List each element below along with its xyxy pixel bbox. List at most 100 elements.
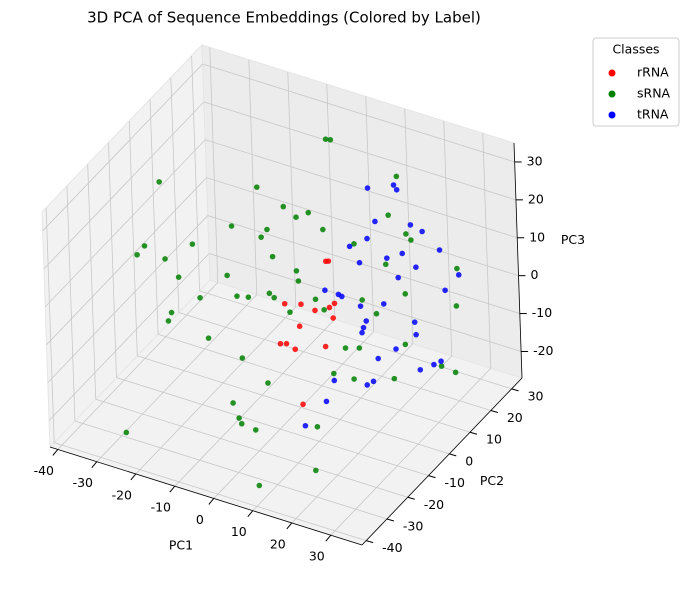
point — [417, 366, 424, 373]
legend-marker — [608, 111, 616, 119]
x-tick — [169, 485, 176, 493]
grid-line — [248, 59, 258, 295]
point — [372, 218, 378, 225]
point — [283, 340, 290, 347]
y-tick-label: -10 — [444, 475, 464, 490]
grid-line — [95, 398, 408, 498]
point — [330, 315, 337, 321]
x-tick — [208, 498, 215, 505]
point — [234, 293, 240, 299]
grid-line — [116, 377, 429, 476]
point — [364, 382, 371, 388]
y-tick-label: 10 — [486, 432, 502, 447]
grid-line — [45, 207, 55, 443]
point — [402, 341, 409, 348]
grid-line — [365, 96, 375, 332]
x-tick — [286, 522, 293, 530]
point — [454, 265, 460, 272]
point — [395, 274, 402, 281]
point — [384, 255, 390, 261]
y-tick — [490, 410, 498, 414]
point — [205, 335, 212, 341]
point — [245, 294, 252, 300]
grid-line — [205, 139, 518, 239]
point — [264, 226, 270, 233]
grid-line — [203, 101, 517, 201]
axis-line — [49, 446, 363, 546]
x-axis-label: PC1 — [169, 538, 193, 553]
point — [408, 237, 414, 243]
point — [230, 400, 236, 406]
point — [407, 222, 414, 228]
grid-line — [199, 290, 512, 390]
grid-line — [207, 215, 520, 314]
grid-line — [208, 253, 522, 352]
point — [239, 355, 246, 361]
point — [228, 223, 235, 229]
point — [252, 427, 259, 433]
grid-line — [74, 420, 388, 520]
point — [293, 214, 299, 221]
point — [373, 310, 380, 317]
grid-line — [137, 355, 450, 455]
x-tick — [325, 534, 332, 542]
point — [323, 398, 330, 405]
point — [277, 340, 284, 347]
point — [322, 343, 329, 350]
legend: Classes rRNA sRNA tRNA — [608, 42, 671, 122]
x-tick-label: -10 — [151, 500, 171, 515]
point — [438, 363, 445, 369]
grid-line — [42, 63, 203, 232]
grid-line — [170, 77, 180, 313]
point — [224, 272, 230, 279]
point — [269, 253, 276, 260]
y-tick — [407, 496, 415, 500]
grid-line — [291, 355, 453, 524]
x-tick — [247, 510, 254, 518]
grid-line — [48, 253, 210, 421]
z-tick-label: 10 — [529, 229, 545, 244]
y-tick-label: 0 — [465, 453, 473, 468]
x-tick-label: -20 — [112, 487, 132, 502]
z-tick-label: -20 — [533, 343, 553, 358]
point — [356, 259, 363, 266]
grid-line — [157, 333, 471, 433]
point — [320, 226, 326, 233]
point — [281, 300, 288, 307]
point — [393, 186, 400, 193]
z-axis-label: PC3 — [561, 232, 585, 247]
labels: -40-30-20-100102030-40-30-20-100102030-2… — [34, 153, 586, 563]
y-axis-label: PC2 — [480, 473, 504, 488]
point — [256, 482, 263, 489]
legend-marker — [608, 90, 616, 98]
point — [253, 184, 260, 190]
y-tick-label: -20 — [424, 497, 444, 512]
points — [123, 136, 462, 489]
point — [363, 318, 370, 324]
grid-line — [135, 306, 297, 475]
grid-line — [66, 185, 76, 421]
point — [413, 331, 419, 338]
point — [375, 355, 382, 362]
point — [442, 287, 448, 294]
point — [312, 307, 318, 314]
point — [335, 291, 342, 298]
point — [312, 296, 319, 303]
point — [390, 182, 397, 188]
point — [168, 309, 175, 316]
x-tick-label: 10 — [231, 524, 247, 539]
point — [325, 258, 332, 264]
point — [385, 212, 391, 218]
legend-box — [592, 37, 680, 127]
point — [391, 375, 398, 382]
y-tick-label: -40 — [382, 540, 402, 555]
point — [314, 423, 321, 430]
point — [411, 319, 418, 325]
grid-line — [149, 99, 159, 335]
legend-label: rRNA — [637, 65, 669, 80]
point — [298, 301, 304, 308]
point — [141, 243, 148, 249]
point — [331, 377, 338, 384]
point — [197, 294, 203, 301]
